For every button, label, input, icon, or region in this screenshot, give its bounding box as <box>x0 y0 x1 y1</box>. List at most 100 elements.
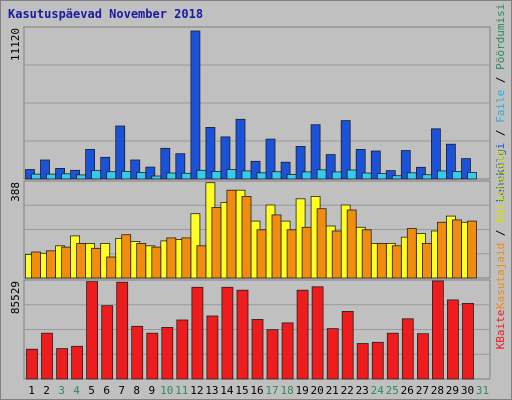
bar-pages-day-18 <box>280 161 291 180</box>
bar-hits-day-26 <box>406 172 417 180</box>
day-label-7: 7 <box>118 384 125 397</box>
bar-visits-day-26 <box>406 228 417 279</box>
bar-pages-day-21 <box>325 154 336 180</box>
bar-pages-day-6 <box>100 156 111 180</box>
day-label-20: 20 <box>310 384 323 397</box>
day-label-23: 23 <box>356 384 369 397</box>
bar-visits-day-17 <box>271 214 282 279</box>
bar-bandwidth-day-10 <box>161 326 174 380</box>
bar-visits-day-30 <box>467 220 477 279</box>
bar-hits-day-29 <box>451 170 462 180</box>
bar-pages-day-26 <box>400 150 411 180</box>
bar-visits-day-21 <box>331 230 342 279</box>
day-label-24: 24 <box>371 384 385 397</box>
day-label-9: 9 <box>148 384 155 397</box>
bar-pages-day-13 <box>205 127 216 180</box>
bar-hits-day-5 <box>91 170 101 180</box>
bar-visits-day-29 <box>451 219 462 279</box>
day-label-15: 15 <box>235 384 248 397</box>
day-label-29: 29 <box>446 384 459 397</box>
bar-bandwidth-day-26 <box>401 318 414 380</box>
bar-bandwidth-day-1 <box>26 348 38 380</box>
day-label-30: 30 <box>461 384 474 397</box>
bar-pages-day-28 <box>430 128 441 180</box>
bar-bandwidth-day-3 <box>56 348 68 380</box>
day-label-4: 4 <box>73 384 80 397</box>
bar-pages-day-29 <box>445 143 456 180</box>
bar-bandwidth-day-7 <box>116 281 129 380</box>
bar-bandwidth-day-20 <box>311 286 324 380</box>
legend-item: Lehekülgi <box>494 143 507 203</box>
bar-bandwidth-day-13 <box>206 315 219 380</box>
bar-bandwidth-day-2 <box>41 332 53 380</box>
bar-bandwidth-day-22 <box>341 310 354 380</box>
y-max-label: 388 <box>9 182 22 202</box>
bar-visits-day-5 <box>91 247 101 279</box>
bar-visits-day-15 <box>241 195 252 279</box>
bar-pages-day-2 <box>40 159 50 180</box>
bar-hits-day-19 <box>301 171 312 180</box>
bar-pages-day-14 <box>220 136 231 180</box>
bar-bandwidth-day-9 <box>146 332 159 380</box>
bar-visits-day-24 <box>376 242 387 279</box>
bar-hits-day-4 <box>76 174 86 180</box>
day-label-16: 16 <box>250 384 263 397</box>
bar-visits-day-28 <box>436 221 447 279</box>
bar-visits-day-6 <box>106 256 117 279</box>
bar-hits-day-9 <box>151 175 162 180</box>
day-label-27: 27 <box>416 384 429 397</box>
bar-hits-day-3 <box>61 173 71 180</box>
bar-bandwidth-day-27 <box>416 333 429 380</box>
bar-hits-day-20 <box>316 169 327 180</box>
bar-pages-day-8 <box>130 159 141 180</box>
day-label-26: 26 <box>401 384 414 397</box>
bar-bandwidth-day-21 <box>326 328 339 380</box>
bar-hits-day-17 <box>271 171 282 180</box>
bar-hits-day-16 <box>256 172 267 180</box>
panel-0: 11120 Lehekülgi / Faile / Pöördumisi <box>9 4 507 203</box>
day-label-1: 1 <box>28 384 35 397</box>
day-label-19: 19 <box>295 384 308 397</box>
bar-bandwidth-day-15 <box>236 289 249 380</box>
bar-visits-day-20 <box>316 208 327 279</box>
bar-visits-day-13 <box>211 207 222 279</box>
bar-hits-day-14 <box>226 169 237 180</box>
panel-1: 388 Kasutajaid / Külastajaid <box>9 150 507 309</box>
legend-item: / <box>494 70 507 90</box>
day-label-13: 13 <box>205 384 218 397</box>
bar-hits-day-15 <box>241 170 252 180</box>
bar-bandwidth-day-23 <box>356 343 369 380</box>
day-axis-labels: 1 2 3 4 5 6 7 8 9 10 11 12 13 14 15 16 17 18 19 20 21 22 23 24 2… <box>28 384 489 397</box>
legend-item: / <box>494 223 507 243</box>
bar-hits-day-21 <box>331 171 342 180</box>
bar-pages-day-5 <box>85 148 95 180</box>
bar-visits-day-1 <box>31 251 41 279</box>
bar-visits-day-12 <box>196 245 207 279</box>
day-label-18: 18 <box>280 384 293 397</box>
bar-pages-day-12 <box>190 30 201 180</box>
bar-hits-day-8 <box>136 172 147 180</box>
bar-visits-day-4 <box>76 242 86 279</box>
bar-bandwidth-day-11 <box>176 319 189 380</box>
bar-bandwidth-day-6 <box>101 305 114 380</box>
bar-pages-day-11 <box>175 153 186 180</box>
panel-2: 85529 KBaite <box>9 279 507 380</box>
day-label-12: 12 <box>190 384 203 397</box>
legend-panel-0: Lehekülgi / Faile / Pöördumisi <box>494 4 507 203</box>
bar-hits-day-1 <box>31 173 41 180</box>
bar-bandwidth-day-14 <box>221 286 234 380</box>
bar-bandwidth-day-18 <box>281 322 294 380</box>
bar-bandwidth-day-17 <box>266 329 279 380</box>
day-label-21: 21 <box>326 384 339 397</box>
bar-hits-day-22 <box>346 169 357 180</box>
bar-pages-day-30 <box>461 158 471 180</box>
bar-pages-day-19 <box>295 145 306 180</box>
bar-hits-day-24 <box>376 173 387 180</box>
day-label-31: 31 <box>476 384 489 397</box>
bar-visits-day-9 <box>151 246 162 279</box>
day-label-8: 8 <box>133 384 140 397</box>
day-label-2: 2 <box>43 384 50 397</box>
bar-hits-day-10 <box>166 172 177 180</box>
bar-hits-day-28 <box>436 170 447 180</box>
